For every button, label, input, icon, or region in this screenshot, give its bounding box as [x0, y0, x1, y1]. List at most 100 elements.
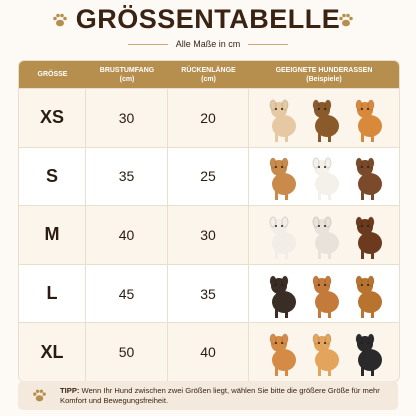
dog-shape [355, 99, 363, 111]
title: GRÖSSENTABELLE [75, 4, 341, 34]
dog-shape [367, 107, 369, 110]
dog-shape [272, 349, 296, 372]
dog-shape [281, 166, 283, 169]
dog-shape [312, 216, 320, 228]
header-row: GRÖSSE BRUSTUMFANG (cm) RÜCKENLÄNGE (cm) GEEI… [19, 61, 399, 88]
header-unit: (cm) [201, 75, 216, 83]
tip-body: Wenn Ihr Hund zwischen zwei Größen liegt… [60, 386, 380, 405]
dog-shape [272, 290, 296, 313]
tip-label: TIPP: [60, 386, 80, 395]
dog-shape [358, 349, 382, 372]
dog-shape [358, 173, 382, 196]
dog-shape [318, 248, 321, 259]
dog-shape [361, 190, 364, 201]
paw-icon [33, 389, 46, 402]
dog-shape [318, 107, 320, 110]
dog-shape [367, 224, 369, 227]
tip-text: TIPP: Wenn Ihr Hund zwischen zwei Größen… [60, 386, 390, 406]
dog-shape [367, 275, 375, 287]
dog-shape [324, 166, 326, 169]
dog-shape [281, 283, 283, 286]
table-row: L 45 35 [19, 263, 399, 323]
dog-shape [315, 173, 339, 196]
dog-shape [361, 224, 363, 227]
value-cell: 20 [168, 89, 249, 147]
size-cell: L [19, 264, 86, 323]
dog-shape [324, 224, 326, 227]
dog-shape [275, 283, 277, 286]
table-row: XL 50 40 [19, 322, 399, 381]
subtitle: Alle Maße in cm [0, 39, 416, 49]
dog-shape [318, 224, 320, 227]
dog-shape [324, 283, 326, 286]
value-cell: 50 [86, 323, 168, 381]
dog-images [249, 148, 399, 206]
dog-shape [275, 366, 278, 377]
dog-shape [324, 216, 332, 228]
dog-shape [328, 366, 331, 377]
value-cell: 40 [86, 206, 168, 264]
dog-shape [275, 107, 277, 110]
value-cell: 35 [168, 264, 249, 323]
dog-shape [275, 131, 278, 142]
dog-shape [355, 275, 363, 287]
paw-icon [53, 13, 67, 27]
dog-shape [315, 349, 339, 372]
size-cell: XS [19, 89, 86, 147]
header-unit: (Beispiele) [306, 75, 342, 83]
dog-shape [281, 107, 283, 110]
size-cell: M [19, 206, 86, 264]
dog-shape [275, 342, 277, 345]
header-cell: GEEIGNETE HUNDERASSEN (Beispiele) [249, 61, 399, 88]
value-cell: 30 [86, 89, 168, 147]
dog-shape [367, 99, 375, 111]
dog-shape [275, 248, 278, 259]
dog-shape [361, 342, 363, 345]
table-row: S 35 25 [19, 146, 399, 206]
table-row: XS 30 20 [19, 88, 399, 147]
dog-shape [367, 216, 375, 228]
dog-shape [371, 190, 374, 201]
dog-shape [371, 366, 374, 377]
dog-shape [367, 157, 375, 169]
dog-shape [275, 190, 278, 201]
dog-shape [285, 131, 288, 142]
dog-shape [269, 275, 277, 287]
dog-shape [318, 131, 321, 142]
dog-shape [328, 248, 331, 259]
dog-shape [312, 99, 320, 111]
dog-shape [281, 275, 289, 287]
dog-shape [318, 166, 320, 169]
dog-shape [315, 290, 339, 313]
tip-box: TIPP: Wenn Ihr Hund zwischen zwei Größen… [18, 381, 398, 410]
value-cell: 25 [168, 147, 249, 206]
dog-shape [269, 333, 277, 345]
dog-shape [318, 190, 321, 201]
dog-shape [355, 157, 363, 169]
dog-photos [269, 275, 382, 318]
dog-shape [367, 283, 369, 286]
dog-shape [328, 190, 331, 201]
dog-shape [315, 231, 339, 254]
dog-shape [285, 307, 288, 318]
dog-shape [367, 166, 369, 169]
header-label: GRÖSSE [37, 71, 68, 78]
dog-shape [285, 190, 288, 201]
dog-shape [315, 114, 339, 137]
header-unit: (cm) [119, 75, 135, 83]
dog-shape [371, 131, 374, 142]
dog-shape [318, 283, 320, 286]
dog-shape [285, 366, 288, 377]
dog-shape [328, 307, 331, 318]
dog-shape [269, 157, 277, 169]
dog-shape [361, 107, 363, 110]
dog-photos [269, 333, 382, 377]
dog-shape [275, 224, 277, 227]
dog-shape [361, 166, 363, 169]
dog-images [249, 323, 399, 381]
value-cell: 35 [86, 147, 168, 206]
dog-shape [371, 248, 374, 259]
dog-shape [361, 366, 364, 377]
paw-icon [339, 13, 353, 27]
dog-shape [358, 290, 382, 313]
